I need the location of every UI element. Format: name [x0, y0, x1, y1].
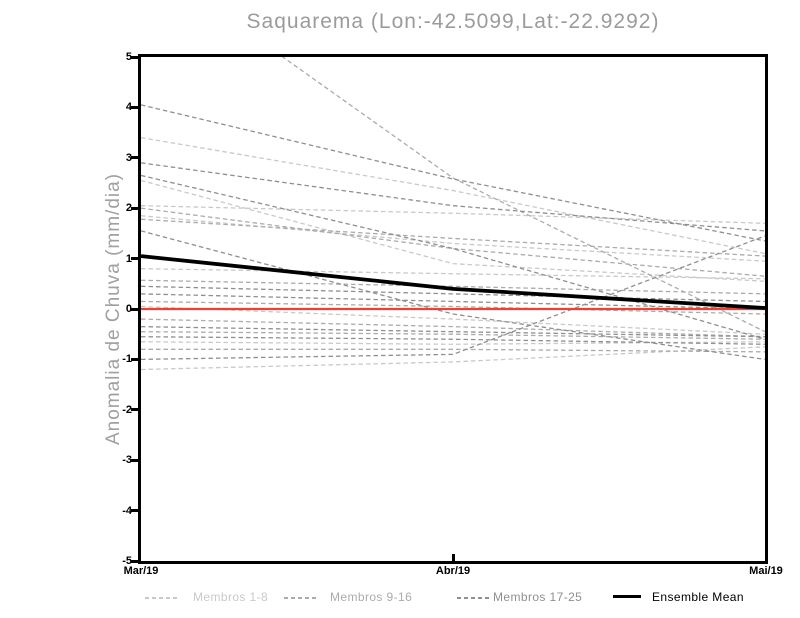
- y-axis-tick-mark: [131, 105, 138, 109]
- ensemble-member-line: [141, 279, 765, 295]
- legend-label-membros-17-25: Membros 17-25: [493, 590, 583, 604]
- y-axis-tick-mark: [131, 509, 138, 513]
- y-tick-label: 5: [125, 51, 132, 63]
- x-axis-tick-mark: [452, 554, 455, 561]
- ensemble-member-line: [141, 331, 765, 340]
- y-tick-label: 1: [125, 252, 132, 265]
- ensemble-line-plot: [141, 57, 765, 371]
- y-tick-label: -3: [122, 454, 132, 467]
- y-tick-label: 3: [125, 151, 132, 164]
- ensemble-member-line: [281, 57, 765, 333]
- ensemble-member-line: [141, 293, 765, 310]
- legend-swatch-membros-9-16: [284, 597, 316, 599]
- ensemble-member-line: [141, 305, 765, 335]
- ensemble-member-line: [141, 215, 765, 262]
- y-axis-tick-mark: [131, 55, 138, 59]
- ensemble-member-line: [141, 341, 765, 345]
- ensemble-member-line: [141, 104, 765, 242]
- ensemble-member-line: [141, 336, 765, 345]
- legend-label-membros-9-16: Membros 9-16: [330, 590, 413, 604]
- ensemble-member-line: [141, 348, 765, 353]
- y-tick-label: 2: [125, 202, 132, 215]
- y-axis-tick-mark: [131, 357, 138, 361]
- legend-label-membros-1-8: Membros 1-8: [193, 590, 269, 604]
- legend-swatch-membros-1-8: [145, 597, 177, 599]
- y-axis-tick-mark: [131, 156, 138, 160]
- ensemble-member-line: [141, 268, 765, 280]
- y-tick-label: 4: [125, 101, 132, 114]
- ensemble-member-line: [141, 285, 765, 303]
- y-axis-tick-mark: [131, 559, 138, 563]
- y-axis-tick-mark: [131, 307, 138, 311]
- plot-frame: [138, 54, 768, 564]
- ensemble-member-line: [141, 218, 765, 257]
- ensemble-member-line: [141, 235, 765, 361]
- y-axis-tick-mark: [131, 257, 138, 261]
- y-tick-label: -5: [122, 555, 132, 567]
- y-axis-tick-mark: [131, 408, 138, 412]
- x-tick-label-mai: Mai/19: [749, 565, 783, 577]
- ensemble-member-line: [141, 179, 765, 282]
- ensemble-member-line: [141, 230, 765, 361]
- ensemble-mean-line: [141, 254, 765, 310]
- chart-title: Saquarema (Lon:-42.5099,Lat:-22.9292): [246, 10, 660, 33]
- y-axis-tick-mark: [131, 458, 138, 462]
- ensemble-member-line: [141, 325, 765, 338]
- y-tick-label: 0: [125, 303, 132, 315]
- y-axis-tick-mark: [131, 206, 138, 210]
- ensemble-member-line: [141, 136, 765, 255]
- legend-swatch-membros-17-25: [457, 597, 489, 599]
- ensemble-member-line: [141, 174, 765, 340]
- ensemble-member-line: [141, 300, 765, 315]
- legend-swatch-ensemble-mean: [613, 595, 641, 598]
- x-tick-label-mar: Mar/19: [123, 565, 159, 577]
- legend-label-ensemble-mean: Ensemble Mean: [652, 590, 744, 604]
- ensemble-member-line: [141, 346, 765, 371]
- y-tick-label: -4: [122, 504, 132, 517]
- ensemble-member-line: [141, 318, 765, 338]
- y-tick-label: -2: [122, 403, 132, 416]
- y-tick-label: -1: [122, 353, 132, 366]
- x-tick-label-abr: Abr/19: [435, 565, 471, 577]
